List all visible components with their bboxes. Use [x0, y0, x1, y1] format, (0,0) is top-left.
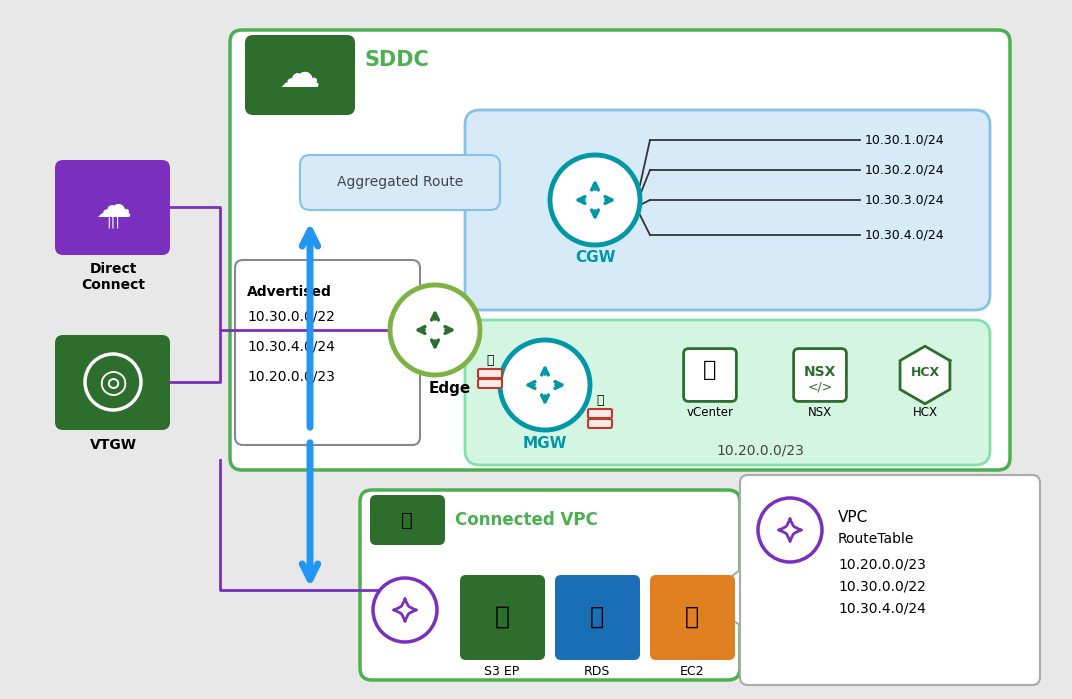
Circle shape: [85, 354, 142, 410]
FancyBboxPatch shape: [465, 320, 991, 465]
FancyBboxPatch shape: [740, 475, 1040, 685]
Text: ↺: ↺: [293, 74, 308, 92]
Circle shape: [373, 578, 437, 642]
Text: 🖥: 🖥: [685, 605, 699, 629]
FancyBboxPatch shape: [555, 575, 640, 660]
Polygon shape: [900, 346, 950, 404]
Text: SDDC: SDDC: [364, 50, 430, 70]
FancyBboxPatch shape: [589, 419, 612, 428]
Text: CGW: CGW: [575, 250, 615, 266]
Text: HCX: HCX: [912, 406, 938, 419]
FancyBboxPatch shape: [465, 110, 991, 310]
FancyBboxPatch shape: [478, 379, 502, 388]
Text: 🔥: 🔥: [596, 394, 604, 407]
Text: 🪣: 🪣: [494, 605, 509, 629]
Circle shape: [390, 285, 480, 375]
Text: Connected VPC: Connected VPC: [455, 511, 598, 529]
Text: 10.30.2.0/24: 10.30.2.0/24: [865, 164, 944, 177]
Text: |||: |||: [106, 214, 120, 229]
Text: 🖥: 🖥: [703, 360, 717, 380]
Polygon shape: [700, 570, 740, 625]
Text: NSX: NSX: [808, 406, 832, 419]
Circle shape: [550, 155, 640, 245]
Text: VTGW: VTGW: [89, 438, 136, 452]
FancyBboxPatch shape: [360, 490, 740, 680]
FancyBboxPatch shape: [370, 495, 445, 545]
Text: 10.30.0.0/22: 10.30.0.0/22: [247, 310, 334, 324]
Text: 🔥: 🔥: [487, 354, 494, 366]
FancyBboxPatch shape: [230, 30, 1010, 470]
Text: ☁: ☁: [95, 190, 131, 224]
Text: 10.30.4.0/24: 10.30.4.0/24: [838, 602, 926, 616]
FancyBboxPatch shape: [235, 260, 420, 445]
FancyBboxPatch shape: [793, 349, 847, 401]
Text: 10.20.0.0/23: 10.20.0.0/23: [247, 370, 334, 384]
Text: 10.30.1.0/24: 10.30.1.0/24: [865, 134, 944, 147]
Text: vCenter: vCenter: [686, 406, 733, 419]
Text: ◎: ◎: [99, 366, 128, 398]
Text: S3 EP: S3 EP: [485, 665, 520, 678]
Text: ☁: ☁: [279, 54, 321, 96]
Text: </>: </>: [807, 380, 833, 394]
Text: 10.30.4.0/24: 10.30.4.0/24: [865, 229, 944, 241]
FancyBboxPatch shape: [460, 575, 545, 660]
Text: EC2: EC2: [680, 665, 704, 678]
Text: Edge: Edge: [429, 380, 471, 396]
Text: NSX: NSX: [804, 365, 836, 379]
FancyBboxPatch shape: [589, 409, 612, 418]
Text: 10.20.0.0/23: 10.20.0.0/23: [838, 558, 926, 572]
FancyBboxPatch shape: [650, 575, 735, 660]
Text: Aggregated Route: Aggregated Route: [337, 175, 463, 189]
Text: 🗄: 🗄: [590, 605, 604, 629]
Text: MGW: MGW: [523, 435, 567, 450]
Text: 10.20.0.0/23: 10.20.0.0/23: [716, 443, 804, 457]
Text: RDS: RDS: [584, 665, 610, 678]
Text: VPC: VPC: [838, 510, 868, 525]
Text: 🔒: 🔒: [401, 510, 413, 530]
Circle shape: [758, 498, 822, 562]
FancyBboxPatch shape: [245, 35, 355, 115]
Text: Advertised: Advertised: [247, 285, 332, 299]
FancyBboxPatch shape: [478, 369, 502, 378]
FancyBboxPatch shape: [55, 335, 170, 430]
FancyBboxPatch shape: [684, 349, 736, 401]
Text: HCX: HCX: [910, 366, 939, 378]
Text: RouteTable: RouteTable: [838, 532, 914, 546]
Text: 10.30.0.0/22: 10.30.0.0/22: [838, 580, 926, 594]
Circle shape: [500, 340, 590, 430]
FancyBboxPatch shape: [55, 160, 170, 255]
Text: 10.30.4.0/24: 10.30.4.0/24: [247, 340, 334, 354]
Text: 10.30.3.0/24: 10.30.3.0/24: [865, 194, 944, 206]
Text: Direct
Connect: Direct Connect: [81, 262, 145, 292]
FancyBboxPatch shape: [300, 155, 500, 210]
